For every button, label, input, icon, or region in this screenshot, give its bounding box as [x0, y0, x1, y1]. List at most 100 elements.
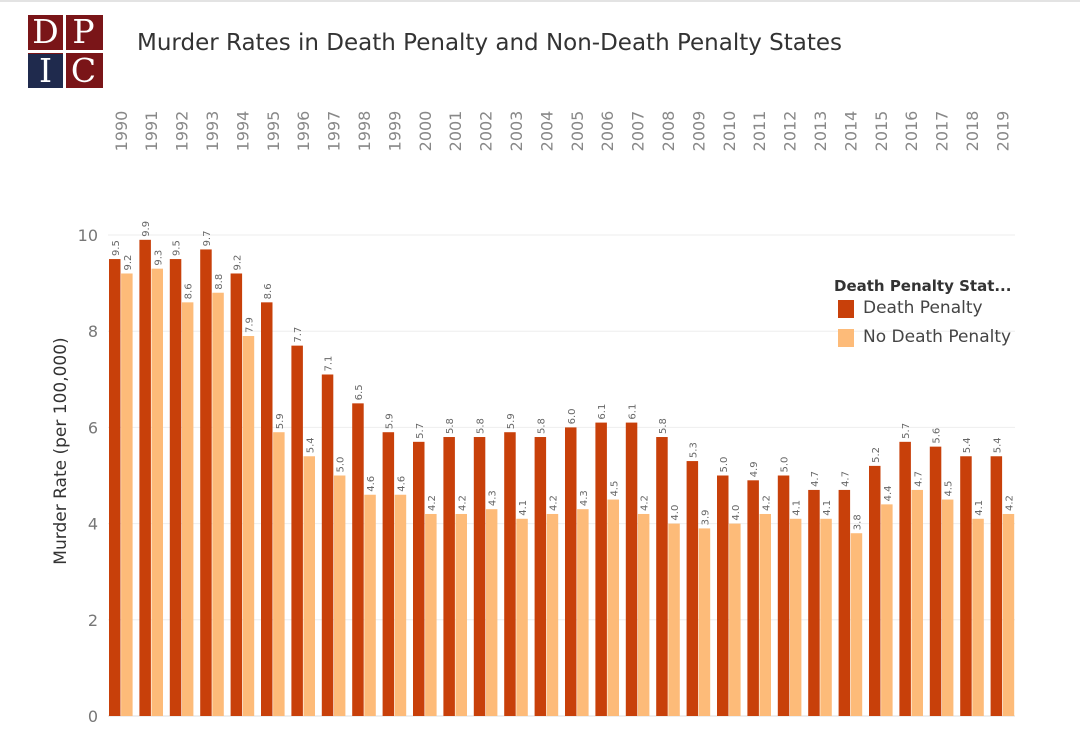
year-label-2009: 2009 — [689, 111, 708, 152]
bar-no-death-penalty-1997 — [333, 475, 346, 716]
bar-no-death-penalty-2010 — [729, 523, 741, 716]
value-label-death-penalty-2004: 5.8 — [536, 418, 547, 434]
y-tick-label-2: 2 — [88, 611, 98, 630]
bar-death-penalty-2007 — [625, 422, 638, 716]
value-label-no-death-penalty-2006: 4.5 — [609, 481, 620, 497]
value-label-death-penalty-1998: 6.5 — [354, 384, 365, 400]
value-label-death-penalty-2006: 6.1 — [597, 404, 608, 420]
value-label-death-penalty-2001: 5.8 — [445, 418, 456, 434]
year-label-1992: 1992 — [173, 111, 192, 152]
year-label-2011: 2011 — [750, 111, 769, 152]
year-label-2004: 2004 — [537, 111, 556, 152]
value-label-no-death-penalty-2002: 4.3 — [488, 490, 499, 506]
dpic-logo: D P I C — [28, 15, 103, 88]
bar-death-penalty-2010 — [717, 475, 729, 716]
bar-no-death-penalty-2013 — [820, 518, 832, 716]
y-axis-title: Murder Rate (per 100,000) — [51, 337, 71, 564]
chart-legend[interactable]: Death Penalty Stat... Death Penalty No D… — [834, 277, 1011, 353]
value-label-death-penalty-1999: 5.9 — [384, 413, 395, 429]
bar-death-penalty-2019 — [990, 456, 1003, 716]
year-label-2003: 2003 — [507, 111, 526, 152]
value-label-no-death-penalty-1993: 8.8 — [214, 274, 225, 290]
bar-no-death-penalty-2006 — [607, 499, 619, 716]
value-label-no-death-penalty-2012: 4.1 — [792, 500, 803, 516]
bar-no-death-penalty-1995 — [273, 432, 285, 716]
bar-death-penalty-2017 — [929, 446, 942, 716]
year-label-2007: 2007 — [629, 111, 648, 152]
value-label-death-penalty-1996: 7.7 — [293, 327, 304, 343]
logo-divider-vertical — [63, 15, 66, 88]
logo-letter-c: C — [70, 51, 97, 90]
year-label-1990: 1990 — [112, 111, 131, 152]
value-label-death-penalty-2008: 5.8 — [658, 418, 669, 434]
value-label-no-death-penalty-1997: 5.0 — [336, 457, 347, 473]
year-label-2015: 2015 — [872, 111, 891, 152]
bar-death-penalty-1995 — [261, 302, 273, 716]
legend-swatch-no-death-penalty — [838, 329, 854, 347]
bar-no-death-penalty-1991 — [151, 268, 163, 716]
bar-death-penalty-2011 — [747, 480, 759, 716]
value-label-no-death-penalty-1998: 4.6 — [366, 476, 377, 492]
value-label-death-penalty-2002: 5.8 — [476, 418, 487, 434]
y-tick-label-0: 0 — [88, 707, 98, 726]
year-label-1991: 1991 — [142, 111, 161, 152]
chart-title: Murder Rates in Death Penalty and Non-De… — [137, 30, 843, 56]
value-label-no-death-penalty-2003: 4.1 — [518, 500, 529, 516]
bar-death-penalty-2002 — [473, 437, 486, 716]
y-tick-label-6: 6 — [88, 418, 98, 437]
value-label-death-penalty-1994: 9.2 — [232, 255, 243, 271]
bar-no-death-penalty-2014 — [850, 533, 863, 716]
bar-no-death-penalty-2005 — [577, 509, 589, 716]
top-rule — [0, 0, 1080, 2]
bar-no-death-penalty-2016 — [911, 489, 923, 716]
bar-no-death-penalty-2012 — [789, 518, 802, 716]
value-label-death-penalty-2003: 5.9 — [506, 413, 517, 429]
bar-death-penalty-2009 — [686, 461, 699, 716]
year-label-1993: 1993 — [203, 111, 222, 152]
legend-title: Death Penalty Stat... — [834, 277, 1012, 295]
year-label-2001: 2001 — [446, 111, 465, 152]
legend-label-no-death-penalty: No Death Penalty — [863, 327, 1012, 347]
value-label-no-death-penalty-1990: 9.2 — [123, 255, 134, 271]
value-label-no-death-penalty-2013: 4.1 — [822, 500, 833, 516]
value-label-death-penalty-2017: 5.6 — [932, 428, 943, 444]
value-label-no-death-penalty-2011: 4.2 — [761, 495, 772, 511]
bar-death-penalty-1998 — [352, 403, 364, 716]
bar-death-penalty-2016 — [899, 441, 911, 716]
bar-death-penalty-2013 — [808, 489, 820, 716]
value-label-death-penalty-1992: 9.5 — [172, 240, 183, 256]
value-label-no-death-penalty-2008: 4.0 — [670, 505, 681, 521]
bar-no-death-penalty-2009 — [698, 528, 711, 716]
value-label-no-death-penalty-1995: 5.9 — [275, 413, 286, 429]
bar-death-penalty-2012 — [777, 475, 790, 716]
value-label-no-death-penalty-2000: 4.2 — [427, 495, 438, 511]
bar-no-death-penalty-2017 — [941, 499, 954, 716]
bar-no-death-penalty-2004 — [546, 513, 559, 716]
bar-no-death-penalty-2011 — [759, 513, 771, 716]
value-label-death-penalty-2007: 6.1 — [628, 404, 639, 420]
value-label-no-death-penalty-2014: 3.8 — [852, 514, 863, 530]
year-label-1996: 1996 — [294, 111, 313, 152]
logo-letter-p: P — [72, 12, 95, 51]
bar-no-death-penalty-2008 — [668, 523, 680, 716]
value-label-no-death-penalty-2018: 4.1 — [974, 500, 985, 516]
bar-no-death-penalty-2002 — [485, 509, 498, 716]
value-label-no-death-penalty-2009: 3.9 — [700, 510, 711, 526]
bar-no-death-penalty-2003 — [516, 518, 528, 716]
bar-no-death-penalty-1998 — [364, 494, 376, 716]
bar-no-death-penalty-2001 — [455, 513, 467, 716]
bar-death-penalty-1997 — [321, 374, 334, 716]
value-label-death-penalty-2015: 5.2 — [871, 447, 882, 463]
bar-death-penalty-1996 — [291, 345, 303, 716]
value-label-no-death-penalty-2015: 4.4 — [883, 485, 894, 501]
bar-no-death-penalty-2015 — [881, 504, 893, 716]
legend-item-no-death-penalty[interactable]: No Death Penalty — [834, 326, 1011, 353]
bar-death-penalty-1993 — [200, 249, 212, 716]
bar-death-penalty-1992 — [169, 259, 182, 716]
value-label-no-death-penalty-2019: 4.2 — [1004, 495, 1015, 511]
legend-item-death-penalty[interactable]: Death Penalty — [834, 297, 1011, 324]
bar-death-penalty-1999 — [382, 432, 395, 716]
bar-death-penalty-2001 — [443, 437, 455, 716]
bar-no-death-penalty-1994 — [242, 336, 255, 716]
